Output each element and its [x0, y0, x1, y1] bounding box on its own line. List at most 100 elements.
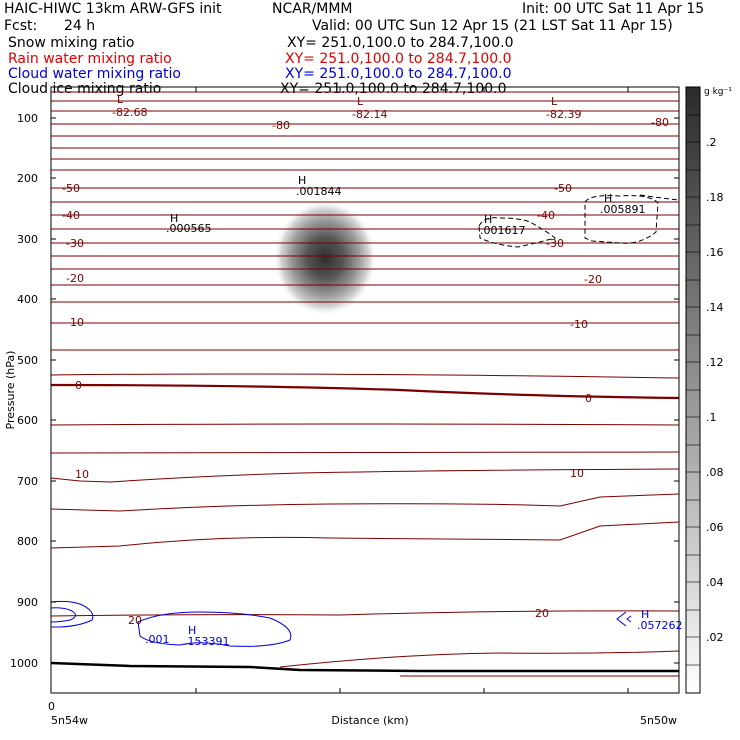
ground-line — [51, 661, 679, 673]
contour-line — [639, 194, 679, 201]
contour-label: -30 — [546, 237, 564, 250]
header-title-mid: NCAR/MMM — [272, 1, 353, 17]
contour-line — [51, 468, 679, 483]
plot-area — [51, 91, 679, 677]
colorbar-tick-labels: .02 .04 .06 .08 .1 .12 .14 .16 .18 .2 — [706, 136, 724, 644]
low-label: L — [357, 95, 364, 108]
low-value: -82.14 — [352, 108, 387, 121]
contour-label: 20 — [128, 614, 142, 627]
low-markers: L -82.68 L -82.14 L -82.39 — [112, 93, 581, 121]
y-tick-label: 100 — [17, 112, 38, 125]
x-right-label: 5n50w — [640, 714, 677, 727]
contour-label: -20 — [66, 272, 84, 285]
contour-line — [137, 611, 292, 647]
contour-line — [279, 650, 679, 668]
colorbar-tick-label: .1 — [706, 411, 717, 424]
header-fcst-value: 24 h — [64, 18, 95, 34]
legend-name-rain: Rain water mixing ratio — [8, 51, 172, 67]
legend-xy-snow: XY= 251.0,100.0 to 284.7,100.0 — [287, 35, 514, 51]
contour-line — [51, 493, 679, 512]
cloud-water-high-value: .153391 — [184, 635, 230, 648]
high-value: .005891 — [600, 203, 646, 216]
contour-label: -40 — [537, 209, 555, 222]
y-tick-label: 600 — [17, 414, 38, 427]
cloud-water-high-label: H — [188, 624, 196, 637]
y-tick-labels: 100 200 300 400 500 600 700 800 900 1000 — [10, 112, 38, 670]
high-label: H — [170, 212, 178, 225]
colorbar-tick-label: .18 — [706, 191, 724, 204]
header-title-left: HAIC-HIWC 13km ARW-GFS init — [4, 1, 222, 17]
legend-xy-cloud-ice: XY= 251.0,100.0 to 284.7,100.0 — [280, 81, 507, 97]
y-tick-label: 300 — [17, 233, 38, 246]
y-tick-label: 1000 — [10, 657, 38, 670]
colorbar-tick-label: .16 — [706, 246, 724, 259]
cloud-water-high-label: H — [641, 608, 649, 621]
contour-label: -30 — [66, 237, 84, 250]
colorbar-tick-label: .2 — [706, 136, 717, 149]
legend-name-cloud-ice: Cloud ice mixing ratio — [8, 81, 161, 97]
contour-line — [478, 217, 557, 248]
low-label: L — [551, 95, 558, 108]
colorbar-tick-label: .06 — [706, 521, 724, 534]
colorbar-unit: g kg⁻¹ — [704, 87, 732, 97]
contour-label: 10 — [75, 468, 89, 481]
colorbar-tick-label: .12 — [706, 356, 724, 369]
legend-xy-cloud-water: XY= 251.0,100.0 to 284.7,100.0 — [285, 66, 512, 82]
contour-label: -80 — [272, 119, 290, 132]
cloud-ice-contours — [478, 194, 679, 248]
colorbar-tick-label: .02 — [706, 631, 724, 644]
legend-name-snow: Snow mixing ratio — [8, 35, 134, 51]
x-left-label: 5n54w — [51, 714, 88, 727]
high-label: H — [484, 213, 492, 226]
plot-frame — [50, 86, 680, 694]
header-valid: Valid: 00 UTC Sun 12 Apr 15 (21 LST Sat … — [312, 18, 673, 34]
contour-line — [51, 521, 679, 549]
y-tick-label: 900 — [17, 596, 38, 609]
high-value: .001617 — [480, 224, 526, 237]
y-axis — [51, 117, 679, 664]
high-value: .000565 — [166, 222, 212, 235]
contour-label: -80 — [651, 116, 669, 129]
contour-label: 20 — [535, 607, 549, 620]
y-tick-label: 400 — [17, 293, 38, 306]
high-label: H — [604, 192, 612, 205]
temperature-contours — [51, 91, 679, 677]
contour-line — [51, 607, 76, 623]
cloud-water-labels: H .153391 .001 H .057262 — [145, 608, 683, 648]
low-value: -82.39 — [546, 108, 581, 121]
contour-label: 0 — [75, 379, 82, 392]
high-value: .001844 — [296, 185, 342, 198]
legend-xy-rain: XY= 251.0,100.0 to 284.7,100.0 — [285, 51, 512, 67]
contour-line-zero — [51, 383, 679, 400]
header-init: Init: 00 UTC Sat 11 Apr 15 — [522, 1, 704, 17]
high-markers: H .001844 H .000565 H .001617 H .005891 — [166, 174, 646, 237]
colorbar: g kg⁻¹ .02 .04 .06 .08 .1 .12 .14 .16 .1… — [685, 86, 732, 694]
contour-label: -10 — [66, 316, 84, 329]
y-tick-label: 700 — [17, 475, 38, 488]
contour-label: -50 — [62, 182, 80, 195]
y-tick-label: 200 — [17, 172, 38, 185]
contour-line — [51, 373, 679, 379]
y-tick-label: 800 — [17, 535, 38, 548]
y-tick-label: 500 — [17, 354, 38, 367]
cloud-water-contours — [51, 600, 632, 647]
colorbar-tick-label: .08 — [706, 466, 724, 479]
y-axis-label: Pressure (hPa) — [4, 351, 17, 430]
x-origin-label: 0 — [48, 700, 55, 713]
contour-line — [51, 600, 94, 628]
contour-label: -10 — [570, 318, 588, 331]
x-axis-label: Distance (km) — [331, 714, 408, 727]
contour-label: -50 — [554, 182, 572, 195]
temperature-labels-right: -80 -80 -50 -40 -30 -20 -10 0 10 20 — [272, 116, 669, 620]
low-value: -82.68 — [112, 106, 147, 119]
snow-max-shading — [273, 200, 377, 316]
contour-label: -20 — [584, 273, 602, 286]
x-axis — [195, 87, 629, 693]
contour-line — [626, 615, 632, 623]
temperature-labels-left: -50 -40 -30 -20 -10 0 10 20 — [62, 182, 142, 627]
contour-label: 10 — [570, 467, 584, 480]
colorbar-tick-label: .04 — [706, 576, 724, 589]
cloud-water-high-value: .057262 — [637, 619, 683, 632]
header-fcst-label: Fcst: — [4, 18, 37, 34]
